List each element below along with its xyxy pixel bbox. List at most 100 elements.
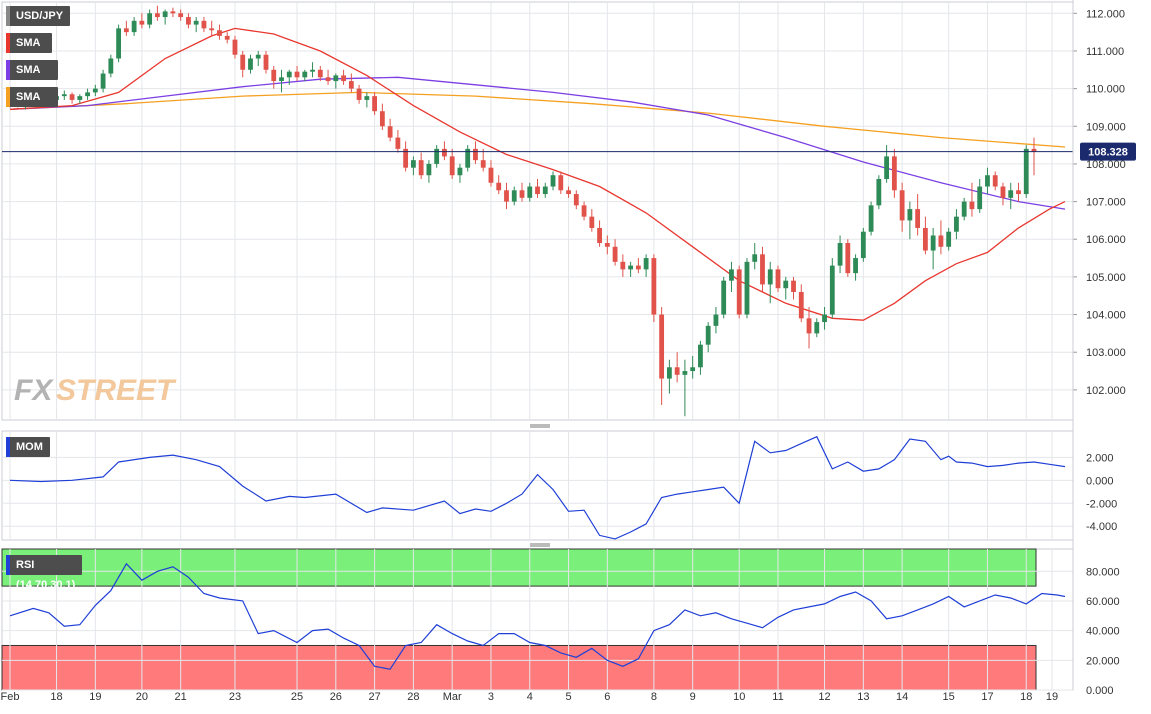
legend-mom-swatch	[6, 437, 10, 457]
candle-body	[426, 163, 432, 176]
candle-body	[651, 258, 657, 315]
mom-y-tick-label: -4.000	[1086, 521, 1117, 533]
candle-body	[232, 39, 238, 55]
candle-body	[457, 167, 463, 176]
candle-body	[85, 92, 90, 97]
candle-body	[496, 182, 502, 191]
candle-body	[364, 96, 370, 100]
candle-body	[922, 227, 928, 251]
candle-body	[442, 148, 447, 157]
x-tick-label: 8	[651, 691, 657, 703]
price-y-tick-label: 108.000	[1086, 159, 1126, 171]
candle-body	[92, 88, 98, 93]
x-tick-label: 27	[368, 691, 380, 703]
x-tick-label: 23	[229, 691, 241, 703]
legend-sma20-swatch	[6, 33, 10, 53]
panel-frame-2	[1, 430, 1074, 541]
candle-body	[170, 11, 176, 14]
candle-body	[139, 20, 145, 25]
candle-body	[1016, 190, 1021, 195]
price-y-tick-label: 111.000	[1086, 46, 1124, 58]
candle-body	[597, 227, 602, 244]
candle-body	[573, 194, 579, 206]
watermark-street: STREET	[56, 374, 177, 407]
legend-mom[interactable]: MOM (20)	[6, 437, 50, 473]
candle-body	[77, 96, 83, 100]
candle-body	[876, 178, 882, 206]
candle-body	[387, 126, 393, 138]
x-tick-label: 9	[690, 691, 696, 703]
x-tick-label: 10	[733, 691, 745, 703]
candle-body	[279, 77, 284, 82]
candle-body	[356, 88, 362, 100]
legend-sma100[interactable]: SMA (100,0)	[6, 60, 58, 96]
candle-body	[705, 325, 711, 345]
candle-body	[853, 258, 858, 274]
price-y-tick-label: 103.000	[1086, 347, 1126, 359]
candle-body	[977, 186, 983, 210]
candle-body	[581, 205, 587, 217]
candle-body	[721, 280, 727, 315]
x-tick-label: 21	[175, 691, 187, 703]
candle-body	[915, 209, 921, 228]
candle-body	[760, 254, 765, 285]
candle-body	[767, 269, 773, 285]
candle-body	[542, 186, 548, 195]
x-tick-label: 17	[981, 691, 993, 703]
candle-body	[992, 175, 998, 187]
x-tick-label: 12	[818, 691, 830, 703]
candle-body	[341, 75, 346, 82]
candle-body	[860, 231, 866, 259]
candle-body	[752, 254, 758, 262]
legend-sma200-swatch	[6, 87, 10, 107]
price-y-tick-label: 106.000	[1086, 234, 1126, 246]
candle-body	[519, 190, 525, 198]
candle-body	[403, 148, 409, 168]
last-price-badge	[1080, 142, 1136, 161]
candle-body	[108, 58, 114, 74]
legend-rsi-swatch	[6, 555, 10, 575]
candle-body	[61, 94, 67, 97]
price-y-tick-label: 102.000	[1086, 385, 1126, 397]
legend-sma200[interactable]: SMA (200,0)	[6, 87, 58, 123]
candle-body	[666, 367, 672, 379]
candle-body	[891, 156, 897, 191]
rsi-overbought-band	[1, 548, 1037, 587]
legend-symbol[interactable]: USD/JPY	[6, 6, 71, 26]
x-tick-label: 20	[136, 691, 148, 703]
candle-body	[488, 167, 494, 183]
legend-sma200-label: SMA (200,0)	[16, 91, 51, 123]
rsi-y-tick-label: 60.000	[1086, 596, 1120, 608]
candle-body	[480, 160, 486, 168]
candle-body	[682, 371, 688, 375]
candle-body	[969, 201, 975, 210]
x-tick-label: 3	[488, 691, 494, 703]
x-tick-label: 15	[943, 691, 955, 703]
x-tick-label: 18	[1020, 691, 1032, 703]
mom-y-tick-label: 0.000	[1086, 475, 1114, 487]
legend-sma20[interactable]: SMA (20,0)	[6, 33, 52, 69]
candle-body	[317, 69, 323, 78]
candle-body	[193, 20, 199, 25]
legend-rsi-label: RSI (14,70,30,1)	[16, 559, 76, 591]
rsi-line	[9, 562, 1066, 670]
candle-body	[829, 265, 835, 315]
candle-body	[620, 261, 626, 270]
candle-body	[837, 243, 843, 266]
rsi-oversold-band	[1, 644, 1037, 691]
x-tick-label: 5	[565, 691, 571, 703]
candle-body	[604, 243, 610, 247]
candle-body	[674, 367, 680, 375]
legend-rsi[interactable]: RSI (14,70,30,1)	[6, 555, 83, 591]
candle-body	[178, 13, 184, 18]
candle-body	[868, 205, 874, 232]
rsi-y-tick-label: 40.000	[1086, 626, 1120, 638]
x-tick-label: 4	[527, 691, 533, 703]
legend-symbol-label: USD/JPY	[16, 10, 64, 22]
candle-body	[589, 216, 595, 228]
candle-body	[628, 265, 634, 270]
candle-body	[240, 54, 246, 70]
candle-body	[123, 28, 129, 33]
